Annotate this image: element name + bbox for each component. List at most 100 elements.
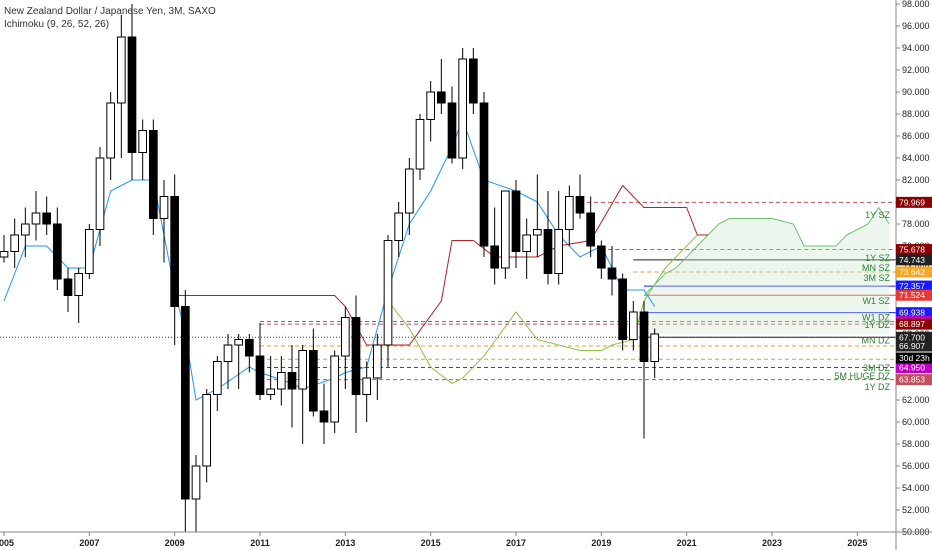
price-tick-label: 82.000 <box>902 175 930 185</box>
price-badge <box>896 289 932 301</box>
price-badge <box>896 266 932 278</box>
candle-body <box>468 58 478 104</box>
candle-body <box>10 234 20 252</box>
candle-body <box>532 229 542 236</box>
candle-body <box>426 91 436 120</box>
candle-body <box>436 91 446 104</box>
price-badge <box>896 244 932 256</box>
candle-body <box>170 196 180 307</box>
candle-body <box>415 119 425 170</box>
zone-label: 1Y SZ <box>865 253 890 263</box>
candle-body <box>148 130 158 219</box>
kumo-cloud-fill <box>644 207 890 334</box>
chart-title: New Zealand Dollar / Japanese Yen, 3M, S… <box>4 6 216 17</box>
kumo-span-line <box>643 206 890 296</box>
candle-body <box>404 168 414 214</box>
candle-body <box>127 36 137 153</box>
time-tick-label: 2009 <box>165 538 185 548</box>
zone-label: 3M SZ <box>863 273 890 283</box>
candle-body <box>95 157 105 230</box>
time-tick-label: 2019 <box>591 538 611 548</box>
price-badge <box>896 374 932 386</box>
candle-body <box>0 251 9 258</box>
candle-body <box>628 311 638 340</box>
candle-body <box>266 388 276 395</box>
time-tick-label: 2015 <box>421 538 441 548</box>
candle-body <box>138 130 148 153</box>
price-tick-label: 90.000 <box>902 87 930 97</box>
candle-body <box>575 196 585 214</box>
candle-body <box>543 229 553 274</box>
time-tick-label: 2023 <box>762 538 782 548</box>
time-tick-label: 2005 <box>0 538 14 548</box>
price-tick-label: 98.000 <box>902 0 930 9</box>
candle-body <box>362 377 372 395</box>
candle-body <box>330 355 340 423</box>
price-badge-label: 75.678 <box>899 245 925 255</box>
candle-body <box>394 212 404 241</box>
zone-label: W1 DZ <box>862 313 891 323</box>
candle-body <box>116 36 126 104</box>
candle-body <box>319 410 329 423</box>
candle-body <box>42 212 52 225</box>
price-tick-label: 52.000 <box>902 505 930 515</box>
candle-body <box>212 361 222 395</box>
candle-body <box>596 245 606 269</box>
candle-body <box>554 229 564 274</box>
candle-body <box>618 278 628 340</box>
price-tick-label: 56.000 <box>902 461 930 471</box>
candle-body <box>276 372 286 390</box>
price-badge-label: 74.743 <box>899 255 925 265</box>
candle-body <box>244 339 254 357</box>
time-tick-label: 2007 <box>79 538 99 548</box>
time-tick-label: 2017 <box>506 538 526 548</box>
countdown-badge <box>896 352 932 364</box>
candle-body <box>159 196 169 219</box>
price-tick-label: 60.000 <box>902 417 930 427</box>
indicator-label[interactable]: Ichimoku (9, 26, 52, 26) <box>4 19 110 30</box>
candle-body <box>586 212 596 247</box>
price-tick-label: 54.000 <box>902 483 930 493</box>
candle-body <box>511 190 521 252</box>
price-badge <box>896 318 932 330</box>
candle-body <box>351 317 361 395</box>
price-badge <box>896 307 932 319</box>
candle-body <box>522 234 532 252</box>
candle-body <box>298 350 308 390</box>
candle-body <box>202 394 212 467</box>
price-tick-label: 96.000 <box>902 21 930 31</box>
candle-body <box>223 344 233 362</box>
candle-body <box>372 344 382 379</box>
candle-body <box>607 267 617 280</box>
price-tick-label: 58.000 <box>902 439 930 449</box>
price-badge <box>896 254 932 266</box>
zone-label: MN SZ <box>862 263 891 273</box>
candle-body <box>255 355 265 395</box>
zone-label: 5M HUGE DZ <box>834 371 890 381</box>
candle-body <box>20 223 30 236</box>
zone-label: 1Y SZ <box>865 210 890 220</box>
candle-body <box>74 273 84 296</box>
price-tick-label: 88.000 <box>902 109 930 119</box>
candle-body <box>31 212 41 225</box>
zone-label: 3M DZ <box>863 363 891 373</box>
price-tick-label: 92.000 <box>902 65 930 75</box>
candle-body <box>458 58 468 159</box>
price-badge-label: 69.938 <box>899 308 925 318</box>
time-tick-label: 2013 <box>335 538 355 548</box>
zone-label: 1Y DZ <box>865 320 891 330</box>
price-tick-label: 94.000 <box>902 43 930 53</box>
zone-label: W1 SZ <box>862 296 890 306</box>
candle-body <box>490 245 500 269</box>
price-badge-label: 68.897 <box>899 319 925 329</box>
time-axis[interactable]: 2005 2007 2009 2011 2013 2015 2017 2019 2021 2023… <box>0 531 932 548</box>
price-badge-label: 64.950 <box>899 363 925 373</box>
candles-group <box>0 4 660 532</box>
candle-body <box>63 278 73 296</box>
price-badge-label: 72.357 <box>899 281 925 291</box>
zone-lines-group <box>0 201 896 381</box>
price-badge <box>896 280 932 292</box>
